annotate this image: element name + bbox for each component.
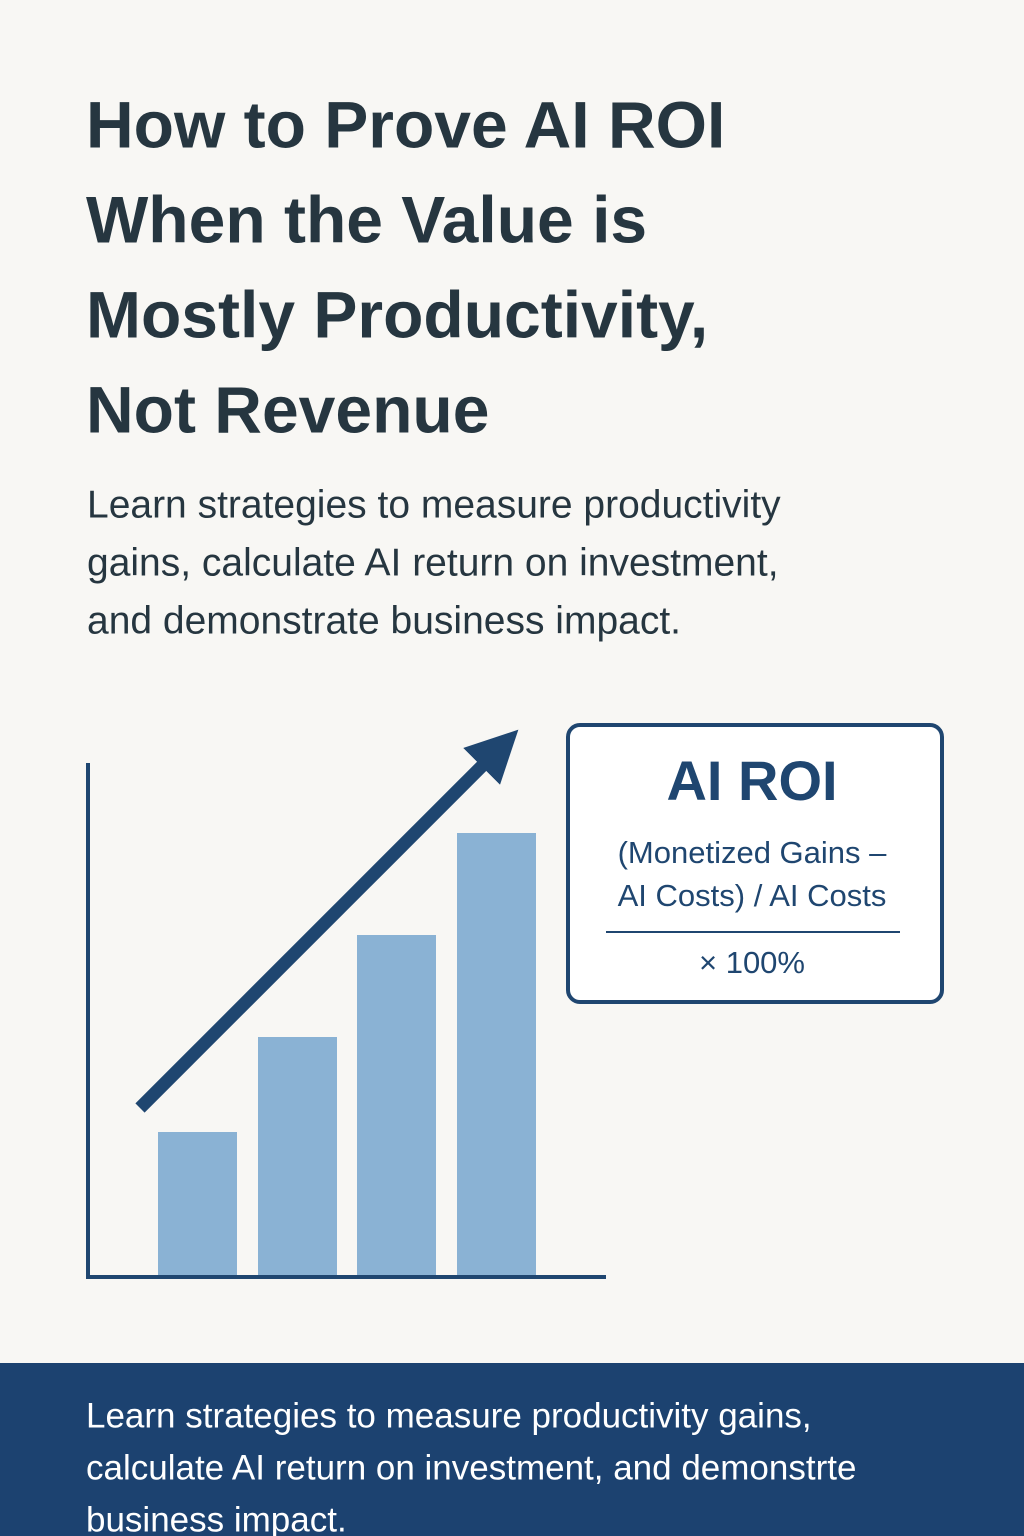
formula-multiplier: × 100%: [699, 945, 805, 980]
trend-arrow: [135, 729, 519, 1113]
bar-illustration: [457, 833, 536, 1275]
formula-line: (Monetized Gains –: [618, 835, 888, 870]
growth-illustration: [86, 729, 606, 1279]
title-line: How to Prove AI ROI: [86, 87, 725, 161]
bar-illustration: [158, 1132, 237, 1275]
footer-line: Learn strategies to measure productivity…: [86, 1396, 812, 1435]
title-line: Not Revenue: [86, 372, 489, 446]
bar-illustration: [258, 1037, 337, 1275]
subtitle-line: Learn strategies to measure productivity: [87, 483, 781, 526]
title-line: When the Value is: [86, 182, 647, 256]
formula-title: AI ROI: [666, 749, 837, 812]
footer-line: business impact.: [86, 1500, 347, 1536]
formula-line: AI Costs) / AI Costs: [618, 878, 887, 913]
subtitle-line: gains, calculate AI return on investment…: [87, 541, 779, 584]
footer-band: [0, 1363, 1024, 1536]
title-line: Mostly Productivity,: [86, 277, 708, 351]
subtitle-line: and demonstrate business impact.: [87, 599, 681, 642]
footer-line: calculate AI return on investment, and d…: [86, 1448, 856, 1487]
bar-illustration: [357, 935, 436, 1275]
